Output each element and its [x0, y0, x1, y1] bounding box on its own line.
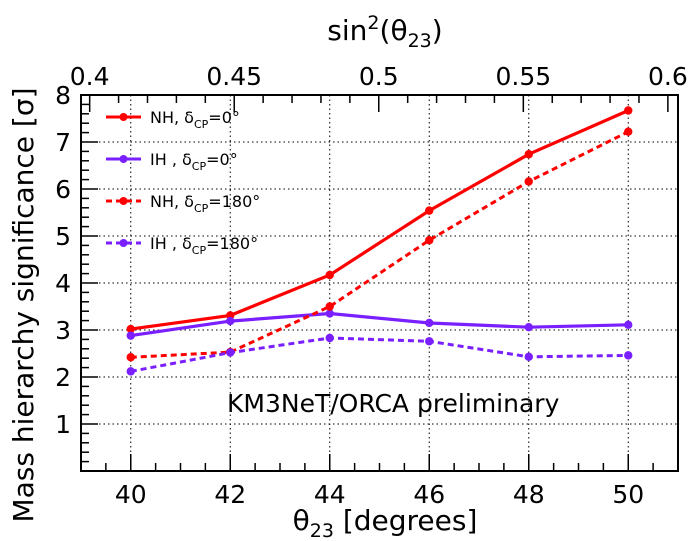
legend-label-subscript: CP — [194, 118, 209, 131]
legend-label-tail: =180° — [206, 234, 258, 253]
top-tick-label: 0.5 — [359, 62, 399, 91]
data-point — [425, 236, 434, 245]
y-tick-label: 7 — [55, 128, 71, 157]
top-tick-label: 0.45 — [206, 62, 262, 91]
legend-label-1: NH, δCP=0° — [150, 108, 240, 131]
data-point — [524, 352, 533, 361]
data-point — [425, 206, 434, 215]
legend-label-main: IH , δ — [150, 234, 192, 253]
legend-label-4: IH , δCP=180° — [150, 234, 258, 257]
x-axis-title-symbol: θ — [293, 504, 310, 537]
top-axis-title-open: (θ — [380, 14, 408, 47]
preliminary-annotation: KM3NeT/ORCA preliminary — [227, 389, 560, 418]
series-line-3 — [130, 130, 629, 359]
data-point — [325, 333, 334, 343]
data-point — [524, 322, 533, 332]
data-point — [624, 320, 633, 330]
x-tick-labels: 40 42 44 46 48 50 — [115, 480, 644, 509]
axis-ticks — [80, 94, 679, 471]
legend-label-main: NH, δ — [150, 192, 194, 211]
y-tick-label: 1 — [55, 410, 71, 439]
x-tick-label: 40 — [115, 480, 147, 509]
data-point — [624, 106, 633, 115]
data-point — [524, 177, 533, 186]
y-axis-title: Mass hierarchy significance [σ] — [7, 87, 40, 522]
legend-label-subscript: CP — [192, 244, 207, 257]
legend: NH, δCP=0°IH , δCP=0°NH, δCP=180°IH , δC… — [106, 108, 260, 257]
legend-label-subscript: CP — [192, 160, 207, 173]
data-point — [126, 367, 135, 376]
top-axis-title-subscript: 23 — [408, 30, 432, 52]
x-tick-label: 42 — [214, 480, 246, 509]
top-tick-label: 0.4 — [70, 62, 110, 91]
data-point — [126, 324, 135, 334]
data-series — [126, 106, 633, 376]
y-tick-labels: 1 2 3 4 5 6 7 8 — [55, 81, 71, 439]
legend-label-tail: =180° — [208, 192, 260, 211]
top-axis-title: sin2(θ23) — [327, 12, 442, 52]
data-point — [226, 316, 235, 326]
y-tick-label: 4 — [55, 269, 71, 298]
x-axis-title-subscript: 23 — [310, 520, 334, 541]
data-point — [126, 331, 135, 340]
legend-label-subscript: CP — [194, 202, 209, 215]
y-tick-label: 8 — [55, 81, 71, 110]
y-tick-label: 2 — [55, 363, 71, 392]
top-axis-title-prefix: sin — [327, 14, 367, 47]
data-point — [126, 353, 135, 362]
data-point — [425, 337, 434, 346]
data-point — [624, 351, 633, 360]
series-line-4 — [130, 336, 629, 373]
legend-marker-3 — [119, 197, 128, 205]
y-tick-label: 3 — [55, 316, 71, 345]
data-point — [226, 348, 235, 357]
data-point — [524, 150, 533, 159]
top-tick-labels: 0.4 0.45 0.5 0.55 0.6 — [70, 62, 688, 91]
data-point — [325, 270, 334, 280]
legend-label-tail: =0° — [206, 150, 238, 169]
series-line-2 — [130, 311, 629, 338]
y-tick-label: 5 — [55, 222, 71, 251]
data-point — [425, 318, 434, 328]
series-line-1 — [130, 109, 629, 331]
legend-label-main: NH, δ — [150, 108, 194, 127]
legend-marker-4 — [119, 239, 128, 247]
data-point — [325, 302, 334, 311]
legend-marker-2 — [119, 155, 128, 163]
top-tick-label: 0.55 — [495, 62, 551, 91]
top-tick-label: 0.6 — [648, 62, 688, 91]
x-tick-label: 46 — [413, 480, 445, 509]
legend-label-3: NH, δCP=180° — [150, 192, 260, 215]
data-point — [624, 127, 633, 136]
legend-marker-1 — [119, 113, 128, 121]
top-axis-title-power: 2 — [367, 12, 379, 34]
x-tick-label: 50 — [612, 480, 644, 509]
legend-label-main: IH , δ — [150, 150, 192, 169]
x-tick-label: 44 — [314, 480, 346, 509]
x-tick-label: 48 — [513, 480, 545, 509]
y-tick-label: 6 — [55, 175, 71, 204]
top-axis-title-close: ) — [432, 14, 443, 47]
x-axis-title: θ23 [degrees] — [293, 504, 478, 541]
legend-label-2: IH , δCP=0° — [150, 150, 238, 173]
x-axis-title-unit: [degrees] — [334, 504, 477, 537]
data-point — [325, 309, 334, 318]
legend-label-tail: =0° — [208, 108, 240, 127]
